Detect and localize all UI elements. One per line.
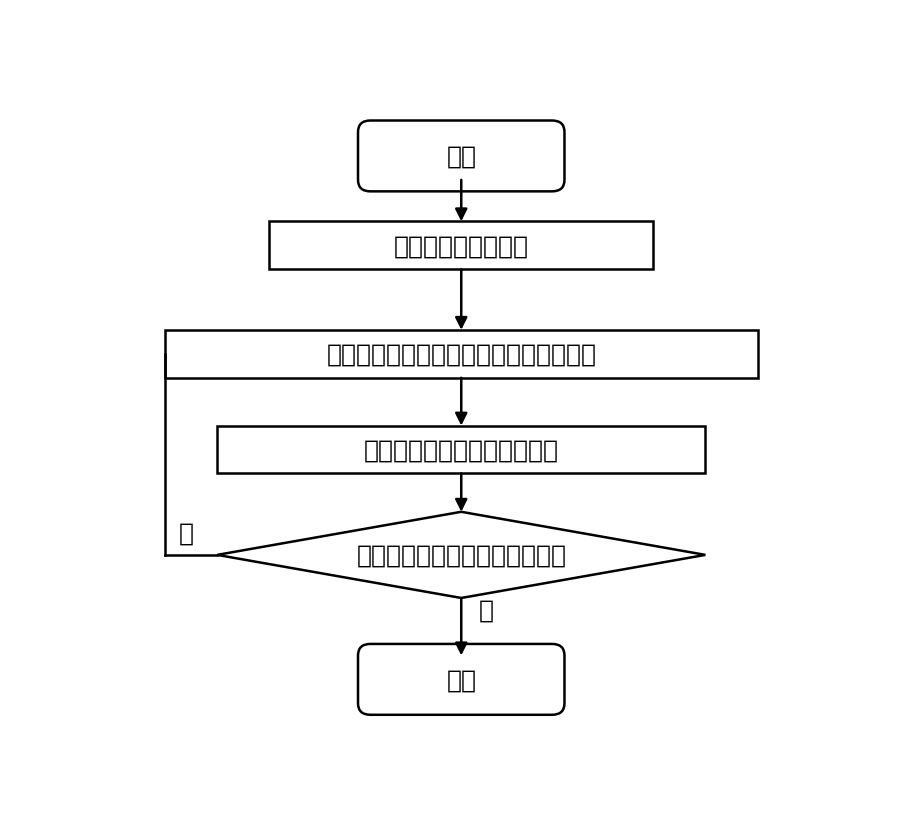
FancyBboxPatch shape — [358, 122, 564, 192]
FancyBboxPatch shape — [358, 644, 564, 715]
Text: 否: 否 — [479, 598, 494, 622]
Text: 调用反分析启动文件: 调用反分析启动文件 — [394, 234, 529, 258]
Text: 结束: 结束 — [446, 667, 476, 691]
Text: 命令流文件中是否包含递归算法: 命令流文件中是否包含递归算法 — [356, 543, 566, 567]
Bar — [165, 330, 758, 378]
Text: 是: 是 — [179, 521, 194, 545]
Bar — [269, 222, 653, 270]
Text: 调用命令流文件进行数値计算: 调用命令流文件进行数値计算 — [364, 438, 559, 462]
Text: 调用参数修正程序生成或更新命令流文件: 调用参数修正程序生成或更新命令流文件 — [326, 343, 596, 366]
Text: 开始: 开始 — [446, 145, 476, 169]
Bar — [217, 426, 706, 474]
Polygon shape — [217, 513, 706, 599]
